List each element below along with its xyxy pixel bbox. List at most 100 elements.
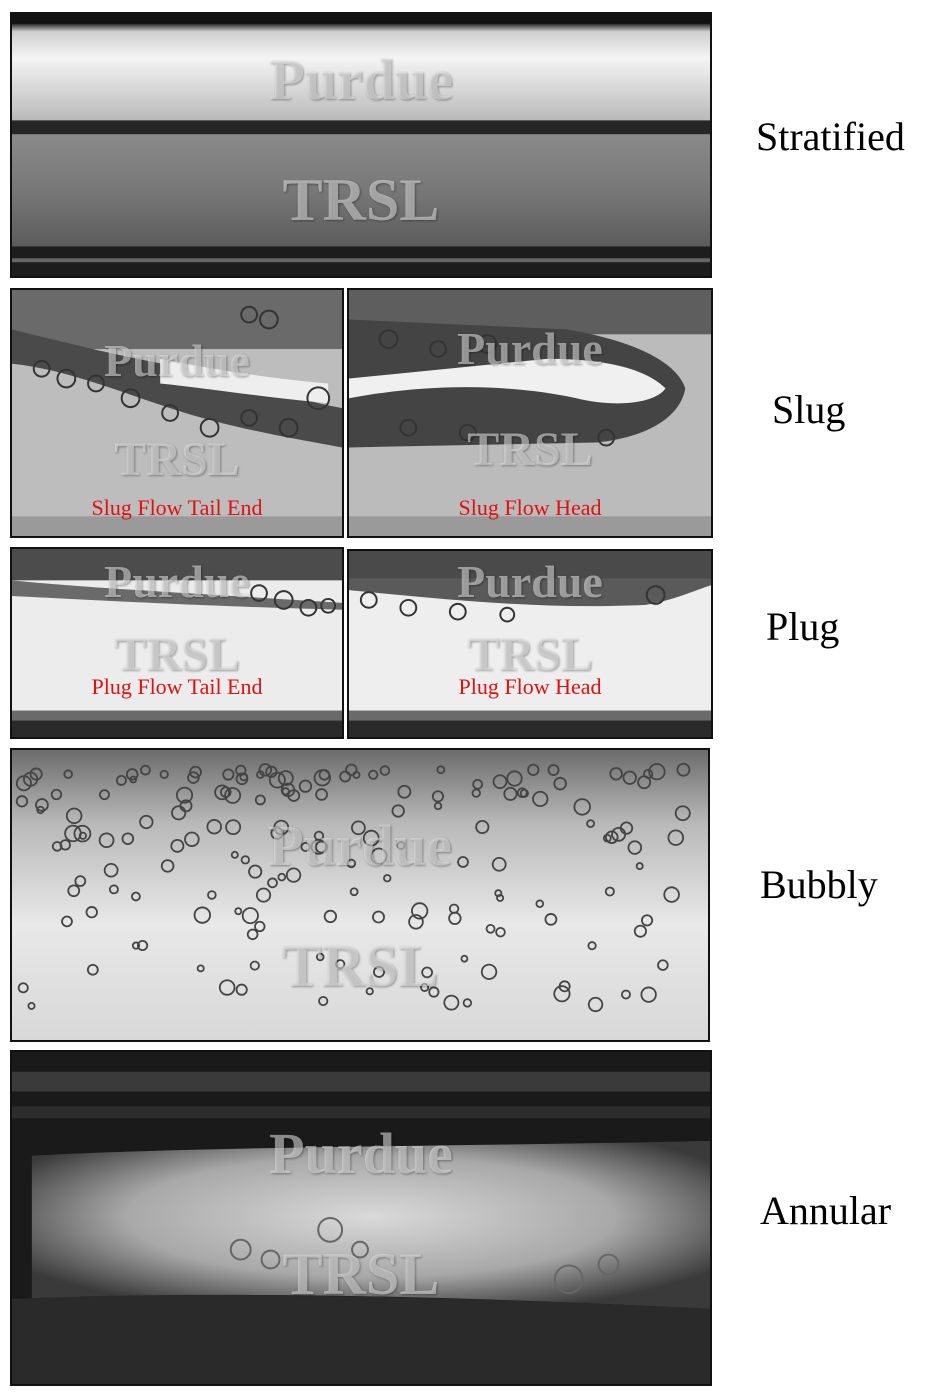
bubble <box>74 875 87 887</box>
bubble <box>207 890 217 900</box>
bubble <box>586 819 595 828</box>
bubble <box>267 877 278 889</box>
bubble <box>171 805 187 821</box>
bubble <box>246 928 259 941</box>
bubble <box>23 771 39 787</box>
bubble <box>235 983 248 996</box>
bubble <box>218 979 236 996</box>
bubble <box>421 966 433 979</box>
bubble <box>602 833 612 843</box>
slug-head-caption: Slug Flow Head <box>458 495 602 520</box>
bubble <box>35 798 49 812</box>
bubble <box>234 907 243 916</box>
bubble <box>335 959 346 970</box>
bubble <box>121 832 135 845</box>
bubble <box>379 765 391 776</box>
bubble <box>383 874 392 883</box>
bubble <box>235 772 249 786</box>
bubble <box>98 832 115 849</box>
bubble <box>676 762 691 777</box>
bubble <box>495 926 506 938</box>
bubble <box>535 899 545 909</box>
bubble <box>258 763 273 777</box>
bubble <box>277 770 294 787</box>
bubble <box>273 819 290 836</box>
bubble <box>640 914 654 927</box>
bubble <box>667 829 685 846</box>
bubble <box>365 987 374 996</box>
bubble <box>370 847 388 865</box>
bubble <box>140 764 151 776</box>
bubble <box>103 862 119 878</box>
bubble <box>352 771 361 779</box>
bubble <box>492 774 508 789</box>
bubble <box>553 985 571 1003</box>
bubble <box>287 789 301 802</box>
bubble <box>189 765 202 779</box>
bubble <box>277 872 287 882</box>
bubble <box>397 784 412 799</box>
plug-label: Plug <box>766 604 840 649</box>
bubble <box>436 765 446 775</box>
bubble <box>241 907 259 925</box>
bubble <box>99 789 110 801</box>
annular-image: Purdue TRSL <box>10 1050 712 1386</box>
bubble <box>396 841 406 850</box>
bubble <box>351 820 366 836</box>
bubble <box>448 903 460 914</box>
bubble <box>17 982 29 994</box>
bubble <box>408 914 424 930</box>
bubble <box>270 826 284 840</box>
bubble <box>256 770 265 779</box>
bubble <box>65 807 83 824</box>
bubble <box>604 830 619 844</box>
bubble <box>372 910 385 924</box>
stratified-image: Purdue TRSL <box>10 12 712 278</box>
stratified-label: Stratified <box>756 114 905 159</box>
bubble <box>125 768 139 781</box>
bubble <box>362 829 380 847</box>
bubble <box>503 786 518 801</box>
bubble <box>240 855 251 865</box>
bubble <box>214 784 230 801</box>
bubble <box>115 774 127 786</box>
bubble <box>674 805 691 822</box>
bubble <box>50 788 63 801</box>
bubble <box>196 964 205 973</box>
bubble <box>368 769 379 780</box>
bubble <box>420 982 430 992</box>
bubble <box>300 842 311 852</box>
plug-tail-image: Purdue TRSL Plug Flow Tail End <box>10 547 344 739</box>
bubble <box>428 986 440 998</box>
bubble <box>268 771 286 789</box>
bubble <box>86 963 99 976</box>
plug-head-image: Purdue TRSL Plug Flow Head <box>347 549 713 739</box>
bubble <box>527 763 540 776</box>
bubble <box>431 790 445 803</box>
slug-head-image: Purdue TRSL Slug Flow Head <box>347 288 713 538</box>
bubble <box>225 819 242 836</box>
bubble <box>480 963 498 980</box>
bubble <box>475 820 490 835</box>
bubble <box>249 960 260 971</box>
bubble <box>36 805 45 815</box>
bubble <box>657 959 669 971</box>
bubble <box>462 998 473 1008</box>
bubble <box>315 952 325 962</box>
bubble <box>73 824 92 843</box>
bubble <box>187 771 200 784</box>
bubble <box>587 996 604 1013</box>
bubble <box>184 831 200 847</box>
bubble <box>544 913 558 926</box>
bubble <box>573 798 591 816</box>
bubble <box>637 775 652 790</box>
slug-tail-caption: Slug Flow Tail End <box>91 495 263 520</box>
bubble <box>248 864 263 879</box>
bubble <box>139 814 154 830</box>
bubble <box>391 804 405 818</box>
bubble <box>349 887 359 897</box>
bubble <box>131 941 141 950</box>
bubble <box>318 769 331 781</box>
bubble <box>457 856 469 868</box>
bubble <box>313 830 325 842</box>
